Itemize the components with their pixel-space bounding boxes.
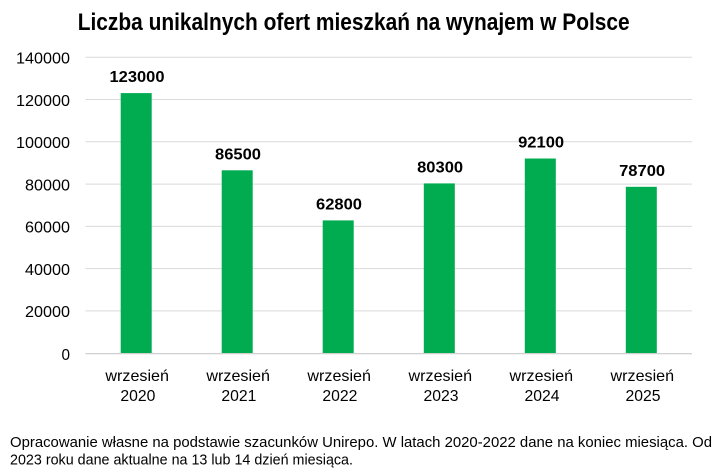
svg-text:wrzesień: wrzesień	[205, 368, 270, 385]
svg-text:2020: 2020	[120, 388, 155, 405]
svg-text:Liczba unikalnych ofert mieszk: Liczba unikalnych ofert mieszkań na wyna…	[78, 9, 630, 36]
svg-text:40000: 40000	[25, 262, 70, 279]
svg-text:2023 roku dane aktualne na 13: 2023 roku dane aktualne na 13 lub 14 dzi…	[10, 451, 353, 468]
svg-text:140000: 140000	[16, 51, 70, 68]
svg-text:wrzesień: wrzesień	[104, 368, 169, 385]
svg-text:80300: 80300	[417, 160, 463, 177]
svg-text:2021: 2021	[221, 388, 256, 405]
svg-text:100000: 100000	[16, 135, 70, 152]
svg-text:Opracowanie własne na podstawi: Opracowanie własne na podstawie szacunkó…	[10, 434, 712, 451]
svg-text:2022: 2022	[322, 388, 357, 405]
svg-text:2023: 2023	[424, 388, 459, 405]
svg-text:wrzesień: wrzesień	[408, 368, 473, 385]
svg-text:123000: 123000	[110, 69, 165, 86]
svg-text:wrzesień: wrzesień	[610, 368, 675, 385]
svg-text:2024: 2024	[525, 388, 560, 405]
svg-text:92100: 92100	[518, 135, 564, 152]
svg-text:wrzesień: wrzesień	[306, 368, 371, 385]
svg-text:2025: 2025	[626, 388, 661, 405]
svg-text:wrzesień: wrzesień	[509, 368, 574, 385]
svg-text:120000: 120000	[16, 93, 70, 110]
svg-text:80000: 80000	[25, 177, 70, 194]
svg-text:86500: 86500	[215, 147, 261, 164]
svg-text:60000: 60000	[25, 220, 70, 237]
svg-text:0: 0	[62, 347, 71, 364]
svg-text:62800: 62800	[316, 197, 362, 214]
svg-text:20000: 20000	[25, 304, 70, 321]
svg-text:78700: 78700	[619, 163, 665, 180]
